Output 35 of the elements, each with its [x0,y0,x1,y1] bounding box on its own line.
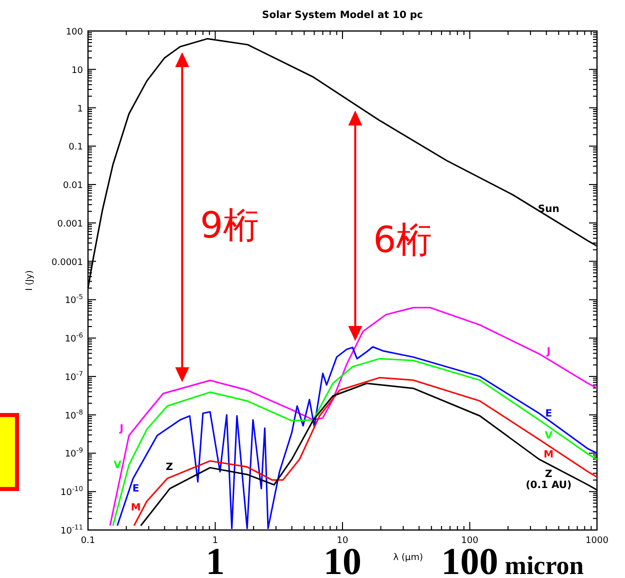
annotation: M [130,502,141,514]
series-label: Sun [538,204,560,215]
annotation: 9桁 [200,206,260,247]
y-tick-label: 0.01 [62,181,83,192]
series-label: V [544,430,553,442]
x-tick-label: 0.1 [80,536,96,546]
y-tick-label: 10$^{-10}$ [60,485,83,498]
series-label: E [545,408,552,420]
chart-title: Solar System Model at 10 pc [262,10,424,21]
y-tick-label: 10$^{-7}$ [64,370,83,383]
y-tick-label: 0.0001 [52,258,83,268]
x-axis-title: λ (μm) [393,553,423,563]
y-tick-label: 10$^{-9}$ [64,446,83,460]
annotation: Z [166,462,174,474]
y-tick-label: 100 [66,28,84,38]
x-tick-label: 1 [212,536,218,546]
series-label: J [546,346,551,358]
series-label: M [544,450,554,461]
y-tick-label: 0.001 [57,219,83,230]
annotation: E [132,484,140,495]
annotation: 6桁 [373,220,432,262]
legend-label: Z (0.1 AU) [526,469,572,492]
annotation: V [114,460,122,472]
y-tick-label: 10$^{-8}$ [64,408,83,422]
x-tick-label: 1000 [586,536,609,546]
y-axis-title: I (Jy) [25,270,35,291]
y-tick-label: 0.1 [68,142,83,153]
x-tick-label: 100 [461,536,479,546]
y-tick-label: 1 [77,104,83,114]
y-tick-label: 10$^{-5}$ [64,293,83,306]
y-tick-label: 10$^{-6}$ [64,332,83,345]
x-tick-label: 10 [336,536,348,546]
annotation: J [118,424,124,435]
y-tick-label: 10 [72,66,84,76]
y-tick-label: 10$^{-11}$ [60,524,83,536]
